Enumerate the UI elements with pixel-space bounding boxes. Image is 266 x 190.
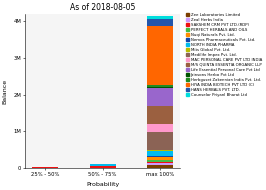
Bar — [147, 85, 173, 87]
Bar — [90, 164, 115, 166]
Bar — [147, 160, 173, 162]
Bar — [32, 167, 58, 168]
Bar — [147, 150, 173, 156]
Bar — [147, 157, 173, 160]
X-axis label: Probability: Probability — [86, 182, 119, 187]
Bar — [147, 156, 173, 157]
Legend: Zee Laboratories Limited, Zeal Herbs India, SAKSHEM CRM PVT LTD.(RDP), PERFECT H: Zee Laboratories Limited, Zeal Herbs Ind… — [185, 13, 262, 97]
Title: As of 2018-08-05: As of 2018-08-05 — [70, 3, 135, 12]
Bar — [147, 16, 173, 19]
Y-axis label: Balance: Balance — [3, 78, 8, 104]
Bar — [147, 106, 173, 124]
Bar — [90, 166, 115, 168]
Bar — [147, 165, 173, 168]
Bar — [147, 87, 173, 88]
Bar — [147, 88, 173, 106]
Bar — [147, 162, 173, 163]
Bar — [147, 26, 173, 85]
Bar — [147, 124, 173, 132]
Bar — [147, 132, 173, 150]
Bar — [147, 163, 173, 165]
Bar — [147, 19, 173, 26]
